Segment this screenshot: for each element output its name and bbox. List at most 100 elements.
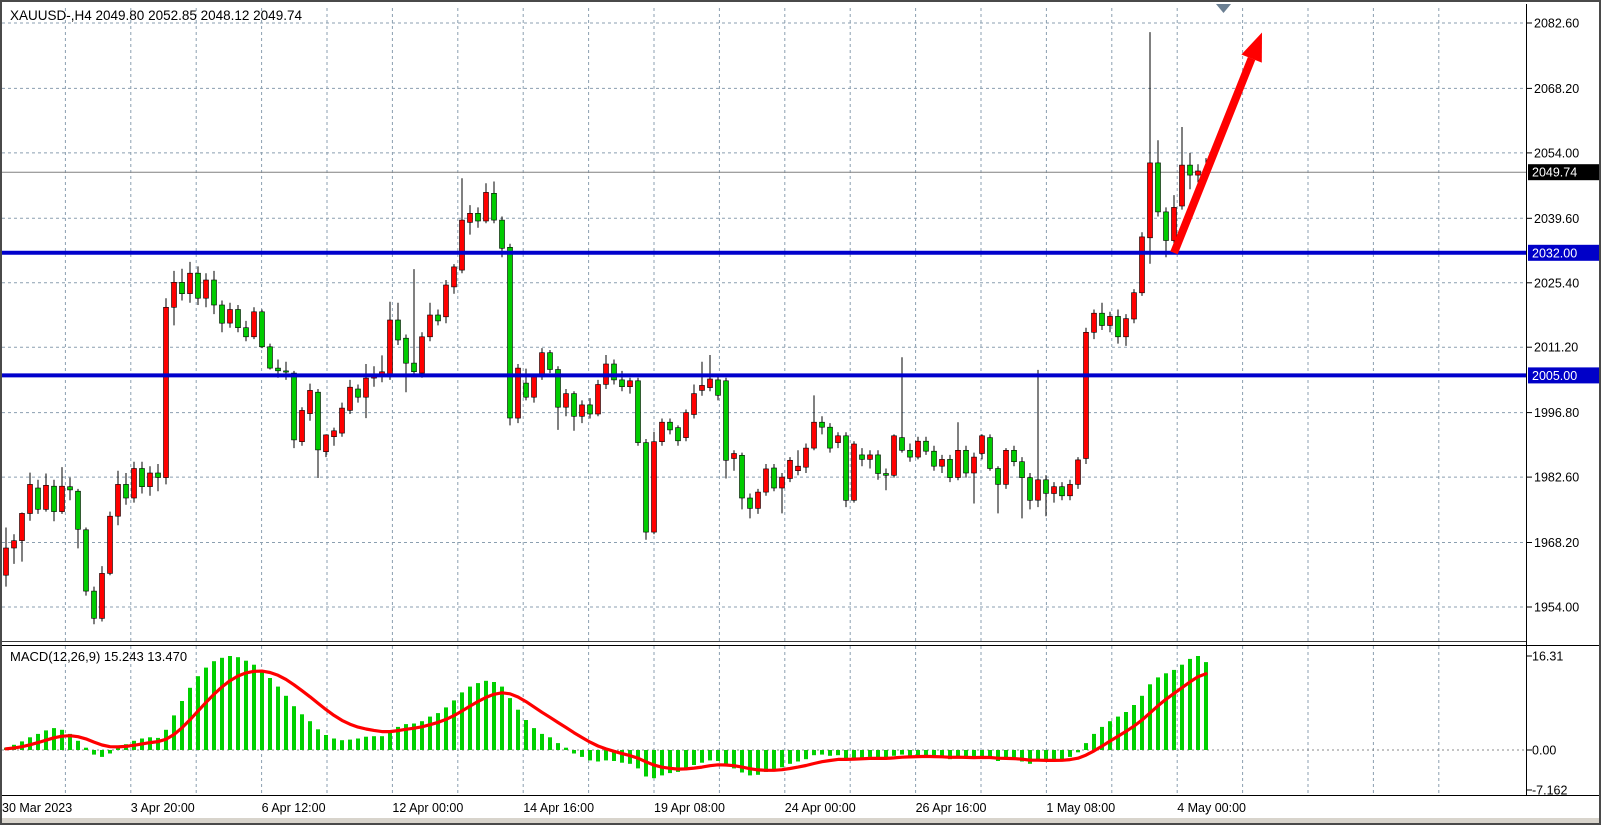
macd-signal-line: [4, 669, 1208, 772]
macd-histogram-bar: [1204, 662, 1208, 750]
macd-histogram-bar: [92, 750, 96, 755]
macd-histogram-bar: [380, 736, 384, 750]
macd-histogram-bar: [828, 750, 832, 756]
macd-histogram-bar: [692, 750, 696, 765]
macd-histogram-bar: [68, 733, 72, 750]
macd-histogram-bar: [388, 731, 392, 750]
macd-histogram-bar: [980, 750, 984, 757]
resistance-level-badge: 2032.00: [1528, 244, 1599, 261]
candle-body: [355, 388, 361, 398]
candle-body: [795, 465, 801, 472]
macd-histogram-bar: [804, 750, 808, 760]
macd-histogram-bar: [508, 698, 512, 750]
macd-pane[interactable]: [4, 656, 1208, 779]
macd-histogram-bar: [756, 750, 760, 775]
candle-body: [835, 435, 841, 443]
candle-body: [963, 449, 969, 474]
level-lines-layer[interactable]: [2, 250, 1526, 378]
trend-arrow[interactable]: [1170, 32, 1262, 255]
candle-body: [1179, 164, 1185, 207]
macd-histogram-bar: [556, 743, 560, 750]
candle-body: [179, 281, 185, 294]
macd-histogram-bar: [932, 750, 936, 758]
macd-histogram-bar: [684, 750, 688, 769]
macd-histogram-bar: [940, 750, 944, 758]
macd-histogram-bar: [564, 747, 568, 750]
candle-body: [843, 435, 849, 501]
time-axis-label: 4 May 00:00: [1177, 801, 1246, 815]
candle-body: [171, 281, 177, 308]
macd-histogram-bar: [412, 723, 416, 750]
candle-body: [979, 435, 985, 454]
candle-body: [1107, 316, 1113, 326]
macd-histogram-bar: [996, 750, 1000, 761]
macd-histogram-bar: [204, 667, 208, 750]
macd-histogram-bar: [276, 686, 280, 750]
candle-body: [763, 468, 769, 493]
macd-histogram-bar: [244, 660, 248, 750]
macd-histogram-bar: [924, 750, 928, 756]
price-axis-label: 1996.80: [1534, 406, 1579, 420]
macd-histogram-bar: [300, 714, 304, 750]
candle-body: [923, 440, 929, 452]
candle-body: [1067, 484, 1073, 497]
candle-body: [451, 266, 457, 288]
macd-axis[interactable]: 16.31 0.00 -7.162: [1526, 650, 1567, 798]
macd-histogram-bar: [716, 750, 720, 761]
macd-histogram-bar: [1116, 716, 1120, 750]
candle-body: [251, 311, 257, 338]
candle-body: [331, 430, 337, 437]
macd-histogram-bar: [796, 750, 800, 762]
macd-histogram-bar: [668, 750, 672, 774]
macd-histogram-bar: [812, 750, 816, 756]
candle-body: [163, 306, 169, 478]
candle-body: [579, 404, 585, 417]
candle-body: [203, 279, 209, 299]
candle-body: [291, 372, 297, 441]
macd-histogram-bar: [892, 750, 896, 756]
price-axis-label: 2025.40: [1534, 276, 1579, 290]
macd-histogram-bar: [396, 726, 400, 750]
candle-body: [1083, 331, 1089, 459]
macd-histogram-bar: [316, 729, 320, 750]
current-price-badge: 2049.74: [1528, 164, 1599, 181]
candle-body: [771, 467, 777, 489]
macd-histogram-bar: [548, 737, 552, 750]
chart-shift-marker-icon[interactable]: [1216, 4, 1231, 13]
macd-histogram-bar: [324, 735, 328, 750]
candles-layer: [2, 32, 1526, 625]
macd-histogram-bar: [1020, 750, 1024, 762]
macd-histogram-bar: [404, 724, 408, 750]
macd-histogram-bar: [620, 750, 624, 763]
macd-histogram-bar: [1004, 750, 1008, 760]
macd-histogram-bar: [884, 750, 888, 759]
time-axis-label: 6 Apr 12:00: [262, 801, 326, 815]
macd-histogram-bar: [460, 692, 464, 750]
macd-histogram-bar: [596, 750, 600, 762]
candle-body: [507, 247, 513, 419]
candle-body: [467, 213, 473, 223]
candle-body: [115, 484, 121, 517]
macd-histogram-bar: [468, 686, 472, 750]
candle-body: [995, 468, 1001, 485]
candle-body: [811, 421, 817, 449]
macd-histogram-bar: [492, 682, 496, 750]
price-axis[interactable]: 2082.60 2068.20 2054.00 2039.60 2025.40 2011.…: [1526, 17, 1579, 615]
candle-body: [635, 380, 641, 443]
macd-histogram-bar: [364, 736, 368, 750]
macd-histogram-bar: [964, 750, 968, 759]
macd-histogram-bar: [236, 657, 240, 750]
time-axis-label: 24 Apr 00:00: [785, 801, 856, 815]
macd-histogram-bar: [1148, 684, 1152, 750]
macd-histogram-bar: [436, 713, 440, 750]
macd-histogram-bar: [988, 750, 992, 759]
candle-body: [539, 352, 545, 378]
macd-histogram-bar: [972, 750, 976, 759]
candle-body: [723, 380, 729, 461]
candle-body: [147, 472, 153, 487]
macd-histogram-bar: [500, 686, 504, 750]
candle-body: [1131, 292, 1137, 320]
time-axis[interactable]: 30 Mar 2023 3 Apr 20:00 6 Apr 12:00 12 Apr …: [2, 801, 1246, 815]
candle-body: [851, 443, 857, 501]
